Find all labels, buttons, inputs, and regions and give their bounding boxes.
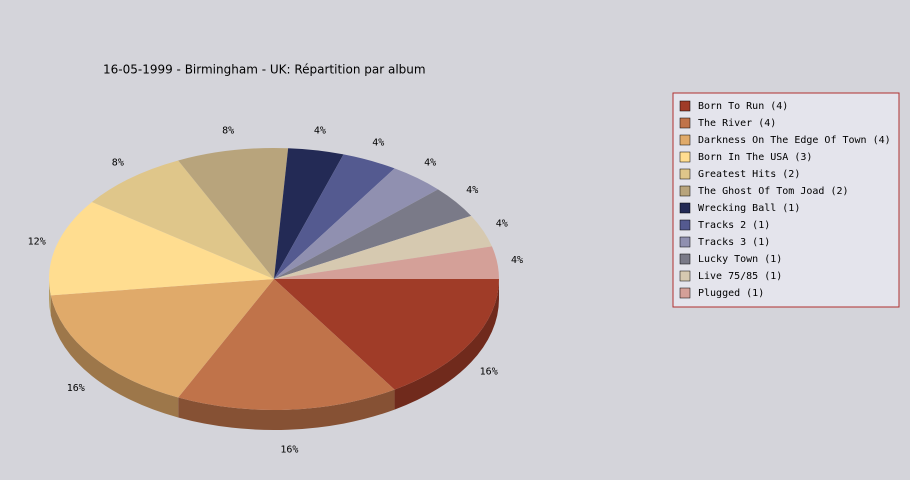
data-label: 4% xyxy=(466,185,478,196)
legend-label: Live 75/85 (1) xyxy=(698,271,782,282)
legend-swatch xyxy=(679,151,691,163)
chart-title: 16-05-1999 - Birmingham - UK: Répartitio… xyxy=(103,63,426,77)
legend-label: Born In The USA (3) xyxy=(698,152,812,163)
pie-slice xyxy=(274,279,499,390)
legend-swatch xyxy=(679,253,691,265)
data-label: 4% xyxy=(511,255,523,266)
data-label: 4% xyxy=(496,218,508,229)
data-label: 16% xyxy=(67,383,85,394)
data-label: 8% xyxy=(222,126,234,137)
legend-swatch xyxy=(679,202,691,214)
pie-side xyxy=(49,279,51,316)
legend-swatch xyxy=(679,287,691,299)
pie-slice xyxy=(178,279,395,411)
legend-swatch xyxy=(679,185,691,197)
pie-slice xyxy=(274,168,439,279)
pie-slice xyxy=(91,160,274,279)
pie-slice xyxy=(274,154,395,279)
legend-swatch xyxy=(679,168,691,180)
pie-slice xyxy=(274,148,344,279)
legend-label: Born To Run (4) xyxy=(698,101,788,112)
legend-swatch xyxy=(679,236,691,248)
legend-swatch xyxy=(679,219,691,231)
pie-side xyxy=(50,295,179,418)
legend-label: Wrecking Ball (1) xyxy=(698,203,800,214)
data-label: 4% xyxy=(424,158,436,169)
legend-label: The River (4) xyxy=(698,118,776,129)
legend-label: The Ghost Of Tom Joad (2) xyxy=(698,186,849,197)
legend-label: Tracks 2 (1) xyxy=(698,220,770,231)
legend-swatch xyxy=(679,100,691,112)
pie-slice xyxy=(274,215,492,279)
legend-label: Greatest Hits (2) xyxy=(698,169,800,180)
data-label: 16% xyxy=(280,445,298,456)
pie-slice xyxy=(50,279,274,398)
pie-slice xyxy=(274,189,472,279)
pie-slice xyxy=(178,148,289,279)
pie-slice xyxy=(49,202,275,296)
pie-slice xyxy=(274,246,499,279)
pie-side xyxy=(178,389,395,430)
pie-side xyxy=(394,279,499,410)
legend-swatch xyxy=(679,117,691,129)
legend xyxy=(672,92,900,308)
data-label: 4% xyxy=(314,126,326,137)
data-label: 16% xyxy=(480,367,498,378)
legend-label: Darkness On The Edge Of Town (4) xyxy=(698,135,891,146)
legend-label: Lucky Town (1) xyxy=(698,254,782,265)
legend-swatch xyxy=(679,134,691,146)
data-label: 12% xyxy=(28,236,46,247)
legend-label: Plugged (1) xyxy=(698,288,764,299)
data-label: 4% xyxy=(372,137,384,148)
data-label: 8% xyxy=(112,158,124,169)
legend-swatch xyxy=(679,270,691,282)
legend-label: Tracks 3 (1) xyxy=(698,237,770,248)
